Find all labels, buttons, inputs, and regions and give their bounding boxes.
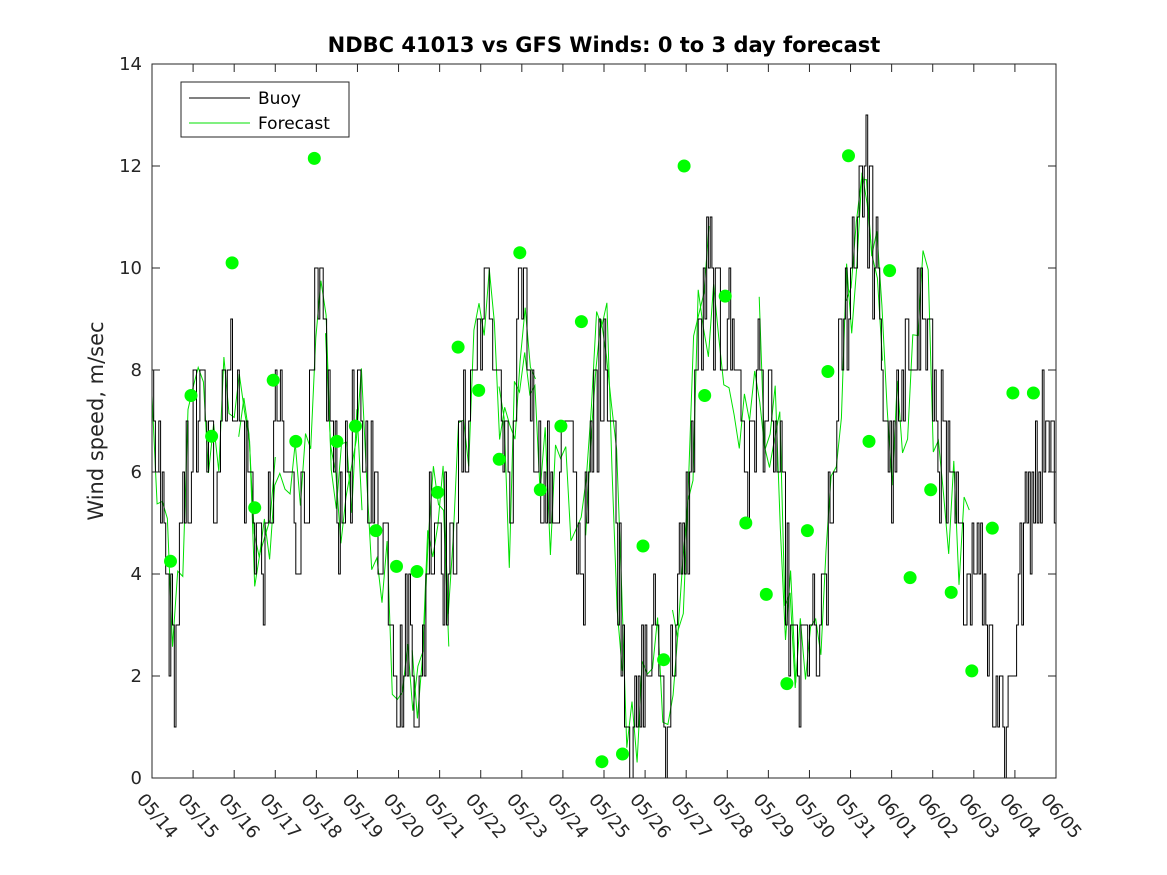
x-tick-label-0: 05/14 [132,790,181,843]
forecast-point-21 [595,755,609,769]
forecast-point-24 [657,653,671,667]
forecast-line-6 [672,284,797,683]
forecast-point-39 [965,664,979,678]
x-tick-label-5: 05/19 [338,790,387,843]
x-tick-label-16: 05/30 [790,790,839,843]
buoy-line [152,114,1056,778]
x-axis: 05/1405/1505/1605/1705/1805/1905/2005/21… [132,64,1086,843]
forecast-line-7 [758,172,883,689]
legend-label-1: Forecast [258,114,330,134]
x-tick-label-3: 05/17 [255,790,304,843]
x-tick-label-20: 06/03 [954,790,1003,843]
forecast-point-22 [616,747,629,761]
x-tick-label-19: 06/02 [913,790,962,843]
forecast-point-27 [718,289,732,303]
forecast-point-0 [164,554,177,568]
forecast-point-4 [248,501,262,515]
forecast-point-7 [307,151,321,165]
x-tick-label-21: 06/04 [995,790,1044,843]
forecast-point-23 [636,539,650,553]
legend-box [180,81,350,138]
x-tick-label-11: 05/25 [584,790,633,843]
forecast-point-33 [842,149,855,163]
x-tick-label-12: 05/26 [625,790,674,843]
forecast-point-12 [410,565,424,578]
x-tick-label-18: 06/01 [872,790,921,843]
x-tick-label-2: 05/16 [214,790,263,843]
y-tick-label-1: 2 [131,666,142,687]
forecast-point-32 [821,365,835,378]
y-axis: 0 2 4 6 8 10 12 14 [119,54,1056,789]
forecast-point-37 [924,483,938,497]
forecast-point-14 [451,340,465,354]
forecast-point-25 [677,159,691,173]
forecast-line-3 [411,269,536,719]
forecast-point-15 [472,383,486,397]
x-tick-label-15: 05/29 [749,790,798,843]
chart-title: NDBC 41013 vs GFS Winds: 0 to 3 day fore… [328,33,881,57]
x-tick-label-8: 05/22 [461,790,510,843]
y-tick-label-3: 6 [131,462,142,483]
y-tick-label-5: 10 [119,258,142,279]
x-tick-label-9: 05/23 [502,790,551,843]
forecast-point-16 [492,452,506,466]
forecast-point-20 [574,315,588,329]
forecast-point-19 [554,419,568,433]
y-tick-label-7: 14 [119,54,142,75]
forecast-point-40 [985,521,999,535]
forecast-point-34 [862,434,876,448]
forecast-line-5 [585,226,710,763]
x-tick-label-17: 05/31 [831,790,880,843]
y-tick-label-0: 0 [131,768,142,789]
forecast-point-38 [944,585,958,599]
forecast-point-8 [330,434,344,448]
legend-label-0: Buoy [258,89,301,109]
forecast-point-3 [225,256,239,270]
x-tick-label-14: 05/28 [707,790,756,843]
forecast-line-8 [845,179,970,585]
forecast-point-9 [348,419,362,433]
forecast-point-28 [739,516,753,530]
legend: Buoy Forecast [180,81,350,138]
forecast-point-5 [266,373,280,387]
forecast-point-42 [1026,386,1040,400]
y-axis-label: Wind speed, m/sec [84,321,108,520]
forecast-point-17 [513,246,527,260]
forecast-point-10 [369,524,383,538]
x-tick-label-10: 05/24 [543,790,592,843]
x-tick-label-1: 05/15 [173,790,222,843]
forecast-point-1 [184,389,198,402]
y-tick-label-2: 4 [131,564,142,585]
forecast-point-18 [533,483,547,497]
forecast-point-29 [759,587,773,601]
x-tick-label-13: 05/27 [666,790,715,843]
forecast-point-2 [205,429,219,443]
y-tick-label-4: 8 [131,360,142,381]
y-tick-label-6: 12 [119,156,142,177]
forecast-point-35 [883,264,897,278]
x-tick-label-22: 06/05 [1036,790,1085,843]
forecast-point-31 [800,524,814,538]
forecast-line-2 [325,333,450,711]
forecast-point-13 [431,485,445,499]
x-tick-label-6: 05/20 [379,790,428,843]
forecast-point-41 [1006,386,1020,400]
forecast-point-26 [698,389,712,402]
forecast-point-36 [903,571,917,585]
x-tick-label-4: 05/18 [297,790,346,843]
x-tick-label-7: 05/21 [420,790,469,843]
forecast-point-11 [390,559,403,573]
forecast-point-30 [780,677,794,691]
forecast-point-6 [289,434,303,448]
